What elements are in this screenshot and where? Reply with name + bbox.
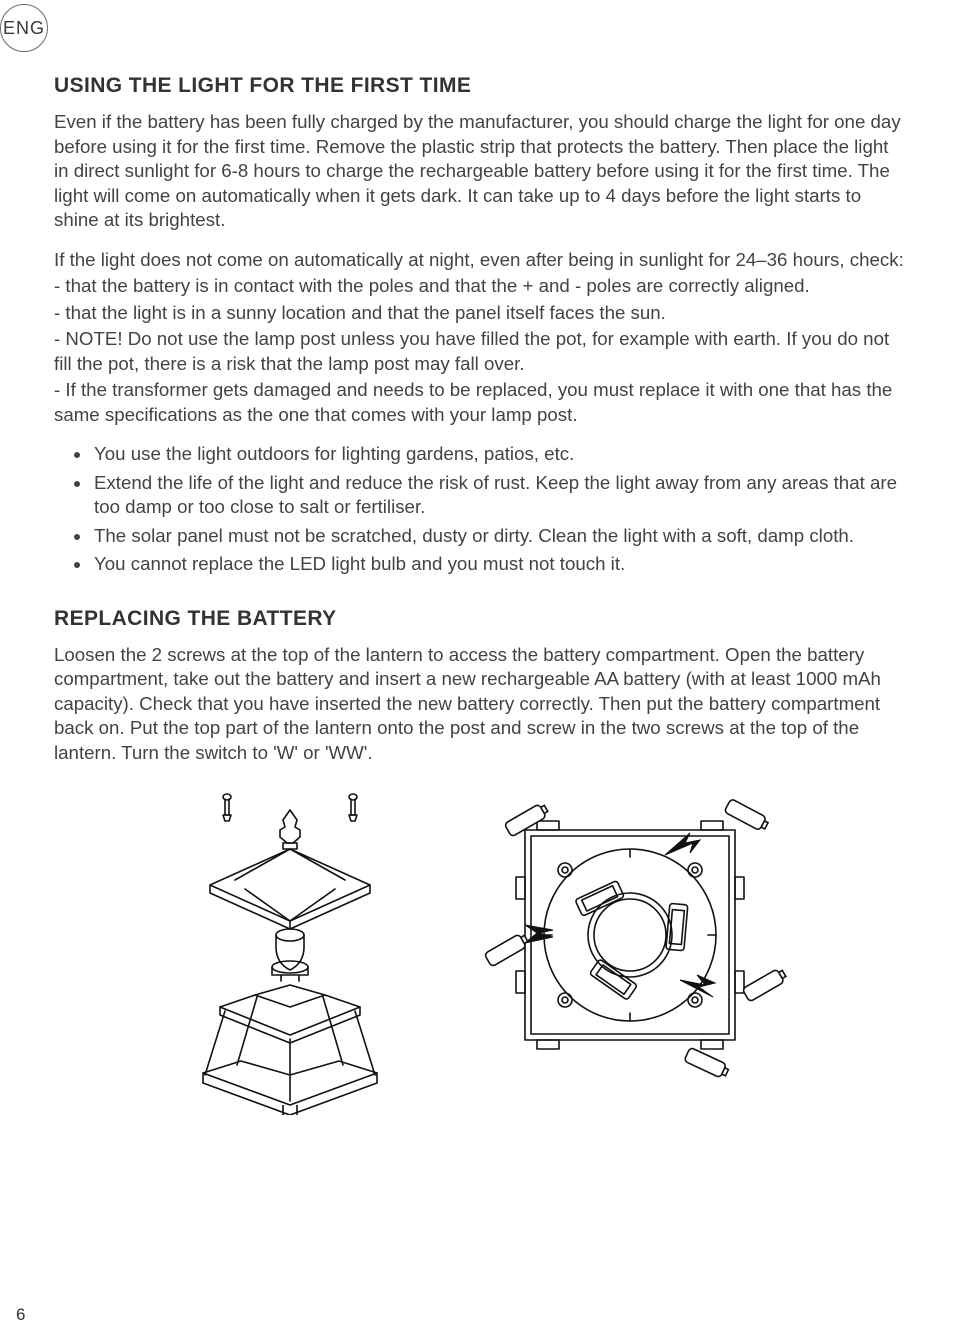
section1-check4: - If the transformer gets damaged and ne… bbox=[54, 378, 906, 427]
section1-bullet-list: You use the light outdoors for lighting … bbox=[54, 442, 906, 577]
section2-heading: REPLACING THE BATTERY bbox=[54, 607, 906, 631]
battery-compartment-diagram bbox=[475, 785, 795, 1085]
language-code: ENG bbox=[3, 18, 45, 39]
diagram-row bbox=[54, 785, 906, 1115]
section2-para: Loosen the 2 screws at the top of the la… bbox=[54, 643, 906, 766]
section1-para2: If the light does not come on automatica… bbox=[54, 248, 906, 273]
list-item: Extend the life of the light and reduce … bbox=[92, 471, 906, 520]
section1-check2: - that the light is in a sunny location … bbox=[54, 301, 906, 326]
page-content: USING THE LIGHT FOR THE FIRST TIME Even … bbox=[0, 0, 960, 1115]
section1-check1: - that the battery is in contact with th… bbox=[54, 274, 906, 299]
list-item: The solar panel must not be scratched, d… bbox=[92, 524, 906, 549]
list-item: You use the light outdoors for lighting … bbox=[92, 442, 906, 467]
lantern-diagram bbox=[165, 785, 415, 1115]
section1-para1: Even if the battery has been fully charg… bbox=[54, 110, 906, 233]
language-badge: ENG bbox=[0, 4, 48, 52]
section1-check3: - NOTE! Do not use the lamp post unless … bbox=[54, 327, 906, 376]
list-item: You cannot replace the LED light bulb an… bbox=[92, 552, 906, 577]
section1-heading: USING THE LIGHT FOR THE FIRST TIME bbox=[54, 74, 906, 98]
page-number: 6 bbox=[16, 1305, 25, 1325]
